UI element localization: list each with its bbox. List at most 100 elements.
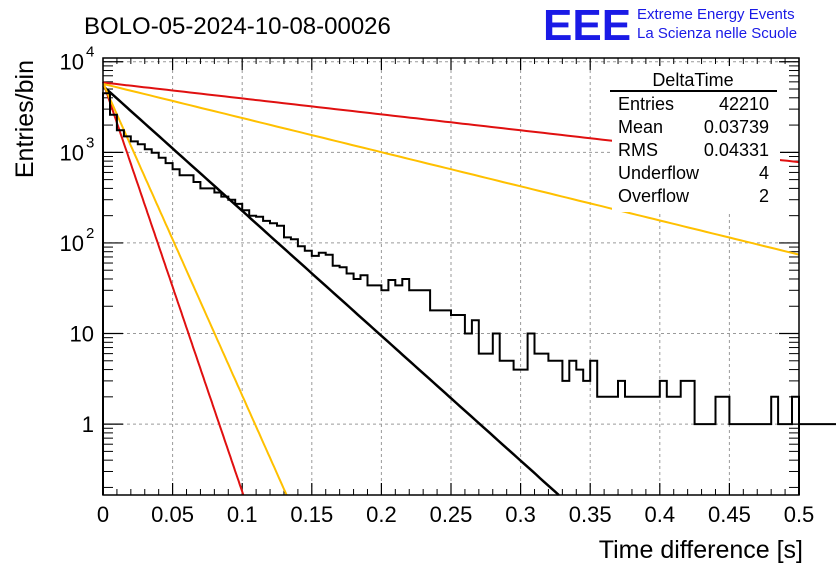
histogram-bin — [388, 280, 395, 495]
axis-ticks — [102, 58, 800, 495]
histogram-bin — [166, 163, 173, 495]
histogram-bin — [639, 397, 646, 495]
histogram-bin — [576, 370, 583, 495]
histogram-bin — [541, 354, 548, 495]
stats-value-mean: 0.03739 — [704, 117, 769, 137]
fit-curve-slow-yellow — [102, 82, 800, 256]
histogram-bin — [361, 275, 368, 495]
histogram-bin — [207, 188, 214, 495]
histogram-bin — [242, 210, 249, 495]
stats-label-entries: Entries — [618, 94, 674, 114]
histogram-bin — [458, 315, 465, 495]
histogram-bin — [611, 397, 618, 495]
histogram-bin — [709, 424, 716, 495]
fit-curve-fast-red — [102, 81, 245, 496]
histogram-bin — [827, 424, 834, 495]
histogram-bin — [374, 285, 381, 495]
histogram-bin — [590, 361, 597, 495]
histogram-bin — [124, 136, 131, 495]
histogram-bin — [354, 279, 361, 495]
x-tick-label: 0 — [97, 502, 109, 527]
y-tick-exponent: 4 — [86, 44, 94, 61]
fit-curve-fit — [102, 85, 560, 496]
histogram-bin — [799, 424, 806, 495]
histogram-bin — [416, 290, 423, 495]
histogram-bin — [409, 290, 416, 495]
x-tick-label: 0.35 — [569, 502, 612, 527]
histogram-bin — [695, 424, 702, 495]
histogram-bin — [117, 130, 124, 495]
y-tick-label: 10 — [60, 231, 84, 256]
y-tick-exponent: 2 — [86, 225, 94, 242]
stats-value-rms: 0.04331 — [704, 140, 769, 160]
histogram-bin — [792, 397, 799, 495]
logo-line-2: La Scienza nelle Scuole — [637, 25, 797, 42]
histogram-bin — [270, 223, 277, 495]
histogram-bin — [646, 397, 653, 495]
histogram-outline — [102, 92, 836, 495]
histogram-bin — [681, 381, 688, 495]
stats-value-overflow: 2 — [759, 186, 769, 206]
histogram-bin — [291, 239, 298, 495]
histogram-bin — [674, 397, 681, 495]
histogram-bin — [618, 381, 625, 495]
histogram-bin — [688, 381, 695, 495]
plot-frame — [102, 57, 800, 496]
histogram-bin — [214, 193, 221, 495]
histogram-bin — [715, 397, 722, 495]
histogram-bin — [604, 397, 611, 495]
chart-title: BOLO-05-2024-10-08-00026 — [84, 13, 391, 40]
y-tick-label: 1 — [82, 412, 94, 437]
y-tick-label: 10 — [60, 50, 84, 75]
histogram-bin — [312, 256, 319, 495]
histogram-bin — [173, 169, 180, 495]
histogram-bin — [813, 424, 820, 495]
histogram-bin — [235, 204, 242, 495]
histogram-bin — [555, 361, 562, 495]
histogram-bin — [187, 175, 194, 495]
histogram-bin — [319, 253, 326, 495]
histogram-bin — [562, 381, 569, 495]
histogram-bin — [465, 334, 472, 495]
histogram-bin — [757, 424, 764, 495]
stats-title: DeltaTime — [652, 70, 733, 90]
histogram-bin — [249, 216, 256, 495]
histogram-bin — [486, 354, 493, 495]
eee-logo-mark: EEE — [543, 1, 631, 50]
stats-label-overflow: Overflow — [618, 186, 690, 206]
histogram-bin — [333, 266, 340, 495]
histogram-bin — [820, 424, 827, 495]
histogram-bin — [521, 370, 528, 495]
x-tick-label: 0.5 — [784, 502, 815, 527]
histogram-bin — [110, 115, 117, 495]
histogram-bin — [159, 158, 166, 495]
histogram-bin — [479, 354, 486, 495]
x-tick-label: 0.1 — [227, 502, 258, 527]
histogram-bin — [743, 424, 750, 495]
stats-value-underflow: 4 — [759, 163, 769, 183]
stats-label-underflow: Underflow — [618, 163, 700, 183]
histogram-bin — [221, 197, 228, 495]
histogram-bin — [764, 424, 771, 495]
x-axis-title: Time difference [s] — [599, 536, 803, 564]
histogram-bin — [451, 315, 458, 495]
histogram — [102, 92, 836, 495]
histogram-bin — [569, 361, 576, 495]
histogram-bin — [653, 397, 660, 495]
histogram-bin — [493, 334, 500, 495]
histogram-bin — [145, 149, 152, 495]
histogram-bin — [507, 361, 514, 495]
histogram-bin — [131, 141, 138, 495]
x-tick-label: 0.45 — [708, 502, 751, 527]
histogram-bin — [326, 255, 333, 495]
histogram-bin — [200, 188, 207, 495]
x-tick-label: 0.15 — [290, 502, 333, 527]
histogram-bin — [256, 217, 263, 495]
histogram-bin — [472, 320, 479, 495]
histogram-bin — [444, 310, 451, 495]
histogram-bin — [395, 285, 402, 495]
histogram-bin — [340, 267, 347, 495]
histogram-bin — [402, 279, 409, 495]
histogram-bin — [750, 424, 757, 495]
